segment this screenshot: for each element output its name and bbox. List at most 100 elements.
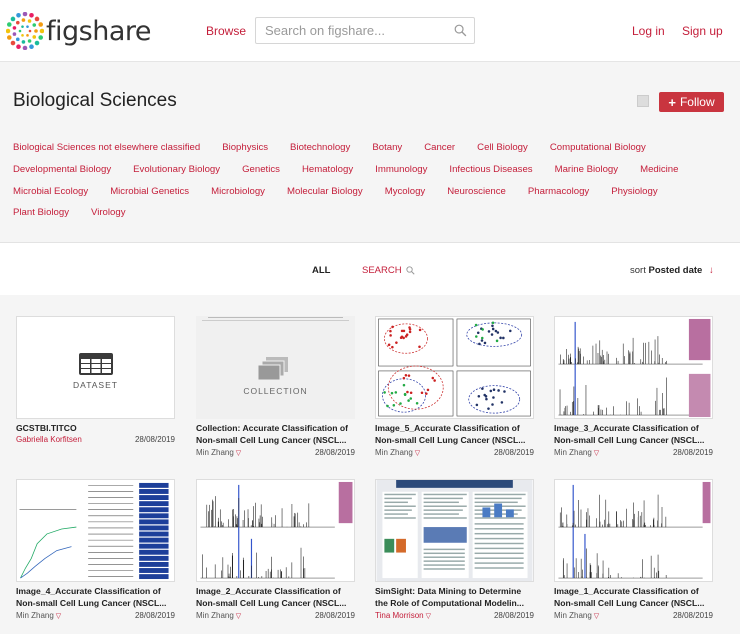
login-link[interactable]: Log in [632, 24, 665, 38]
logo-text: figshare [46, 15, 152, 47]
subcategory-link[interactable]: Plant Biology [13, 207, 69, 219]
figshare-logo[interactable]: figshare [6, 12, 152, 50]
chevron-down-icon: ▽ [593, 613, 600, 620]
subcategory-link[interactable]: Medicine [640, 164, 679, 176]
card-thumbnail[interactable] [375, 316, 534, 419]
card-title-line: GCSTBI.TITCO [16, 423, 77, 433]
card-thumbnail[interactable]: COLLECTION [196, 316, 355, 419]
subcategory-link[interactable]: Physiology [611, 185, 658, 197]
card-thumbnail[interactable] [375, 479, 534, 582]
thumbnail-label: COLLECTION [243, 386, 308, 396]
sort-control[interactable]: sort Posted date ↓ [630, 265, 714, 276]
subcategory-link[interactable]: Hematology [301, 164, 354, 176]
dataset-table-icon [79, 353, 113, 375]
follow-label: Follow [679, 95, 715, 109]
subcategory-link[interactable]: Microbial Genetics [110, 185, 190, 197]
collection-stack-icon [258, 357, 288, 381]
card-author[interactable]: Min Zhang ▽ [196, 611, 241, 620]
card-date: 28/08/2019 [134, 611, 175, 620]
subcategory-link[interactable]: Biotechnology [290, 142, 351, 154]
chevron-down-icon: ▽ [414, 450, 421, 457]
poster-thumbnail [376, 480, 533, 581]
card-title-line: Image_1_Accurate Classification of [554, 586, 699, 596]
scatter-plot-thumbnail [376, 317, 533, 418]
subcategory-link[interactable]: Infectious Diseases [449, 164, 533, 176]
card-author[interactable]: Min Zhang ▽ [554, 448, 599, 457]
card-thumbnail[interactable] [554, 316, 713, 419]
card-title-line: Non-small Cell Lung Cancer (NSCL... [196, 435, 347, 445]
author-name: Min Zhang [554, 611, 592, 620]
card-author[interactable]: Tina Morrison ▽ [375, 611, 431, 620]
card-title[interactable]: Image_3_Accurate Classification of Non-s… [554, 422, 713, 446]
card-title[interactable]: Image_1_Accurate Classification of Non-s… [554, 585, 713, 609]
search-icon[interactable] [454, 24, 467, 37]
card-title-line: Non-small Cell Lung Cancer (NSCL... [554, 598, 705, 608]
subcategory-link[interactable]: Biological Sciences not elsewhere classi… [13, 142, 201, 154]
subcategory-link[interactable]: Evolutionary Biology [133, 164, 221, 176]
browse-link[interactable]: Browse [206, 24, 247, 38]
card-title-line: Image_5_Accurate Classification of [375, 423, 520, 433]
subcategory-row: Plant Biology Virology [13, 202, 728, 224]
subcategory-link[interactable]: Molecular Biology [286, 185, 363, 197]
card-thumbnail[interactable] [196, 479, 355, 582]
card-title-line: Image_4_Accurate Classification of [16, 586, 161, 596]
signup-link[interactable]: Sign up [682, 24, 723, 38]
card-date: 28/08/2019 [672, 448, 713, 457]
card-author[interactable]: Min Zhang ▽ [16, 611, 61, 620]
card-title[interactable]: Image_2_Accurate Classification of Non-s… [196, 585, 355, 609]
card-date: 28/08/2019 [672, 611, 713, 620]
subcategory-link[interactable]: Marine Biology [554, 164, 619, 176]
subcategory-link[interactable]: Genetics [242, 164, 280, 176]
figshare-logo-icon [6, 12, 44, 50]
card-title[interactable]: GCSTBI.TITCO [16, 422, 175, 434]
follow-button[interactable]: + Follow [659, 92, 724, 112]
subcategory-link[interactable]: Mycology [384, 185, 426, 197]
card-title[interactable]: Collection: Accurate Classification of N… [196, 422, 355, 446]
subcategory-link[interactable]: Computational Biology [549, 142, 646, 154]
thumbnail-label: DATASET [73, 380, 118, 390]
card-author[interactable]: Min Zhang ▽ [196, 448, 241, 457]
card-thumbnail[interactable] [554, 479, 713, 582]
tab-all[interactable]: ALL [312, 265, 331, 276]
subcategory-link[interactable]: Neuroscience [447, 185, 506, 197]
subcategory-link[interactable]: Immunology [375, 164, 428, 176]
card-title-line: Image_3_Accurate Classification of [554, 423, 699, 433]
rss-icon[interactable] [637, 95, 649, 107]
search-icon [405, 266, 415, 275]
subcategory-link[interactable]: Virology [91, 207, 126, 219]
sort-arrow-icon: ↓ [708, 265, 714, 276]
card-author[interactable]: Gabriella Korfitsen [16, 435, 82, 444]
card-thumbnail[interactable] [16, 479, 175, 582]
subcategory-link[interactable]: Microbial Ecology [13, 185, 89, 197]
author-name: Tina Morrison [375, 611, 424, 620]
card-date: 28/08/2019 [493, 611, 534, 620]
subcategory-link[interactable]: Developmental Biology [13, 164, 112, 176]
subcategory-link[interactable]: Cell Biology [477, 142, 528, 154]
subcategory-link[interactable]: Botany [372, 142, 403, 154]
card-title[interactable]: Image_5_Accurate Classification of Non-s… [375, 422, 534, 446]
card-thumbnail[interactable]: DATASET [16, 316, 175, 419]
author-name: Min Zhang [375, 448, 413, 457]
card-title[interactable]: SimSight: Data Mining to Determine the R… [375, 585, 534, 609]
card-date: 28/08/2019 [134, 435, 175, 444]
subcategory-link[interactable]: Biophysics [222, 142, 269, 154]
author-name: Min Zhang [554, 448, 592, 457]
search-input[interactable] [256, 18, 451, 43]
tab-search-label: SEARCH [362, 265, 402, 276]
subcategory-link[interactable]: Pharmacology [527, 185, 590, 197]
author-name: Min Zhang [196, 611, 234, 620]
category-panel: Biological Sciences + Follow Biological … [0, 62, 740, 243]
card-title[interactable]: Image_4_Accurate Classification of Non-s… [16, 585, 175, 609]
card-title-line: SimSight: Data Mining to Determine [375, 586, 522, 596]
card-title-line: Non-small Cell Lung Cancer (NSCL... [554, 435, 705, 445]
card-date: 28/08/2019 [493, 448, 534, 457]
subcategory-list: Biological Sciences not elsewhere classi… [13, 137, 728, 224]
tab-search[interactable]: SEARCH [362, 265, 415, 276]
card-author[interactable]: Min Zhang ▽ [375, 448, 420, 457]
card-date: 28/08/2019 [314, 611, 355, 620]
subcategory-link[interactable]: Cancer [424, 142, 456, 154]
search-box [255, 17, 475, 44]
card-author[interactable]: Min Zhang ▽ [554, 611, 599, 620]
top-navigation-bar: figshare Browse Log in Sign up [0, 0, 740, 62]
subcategory-link[interactable]: Microbiology [211, 185, 265, 197]
